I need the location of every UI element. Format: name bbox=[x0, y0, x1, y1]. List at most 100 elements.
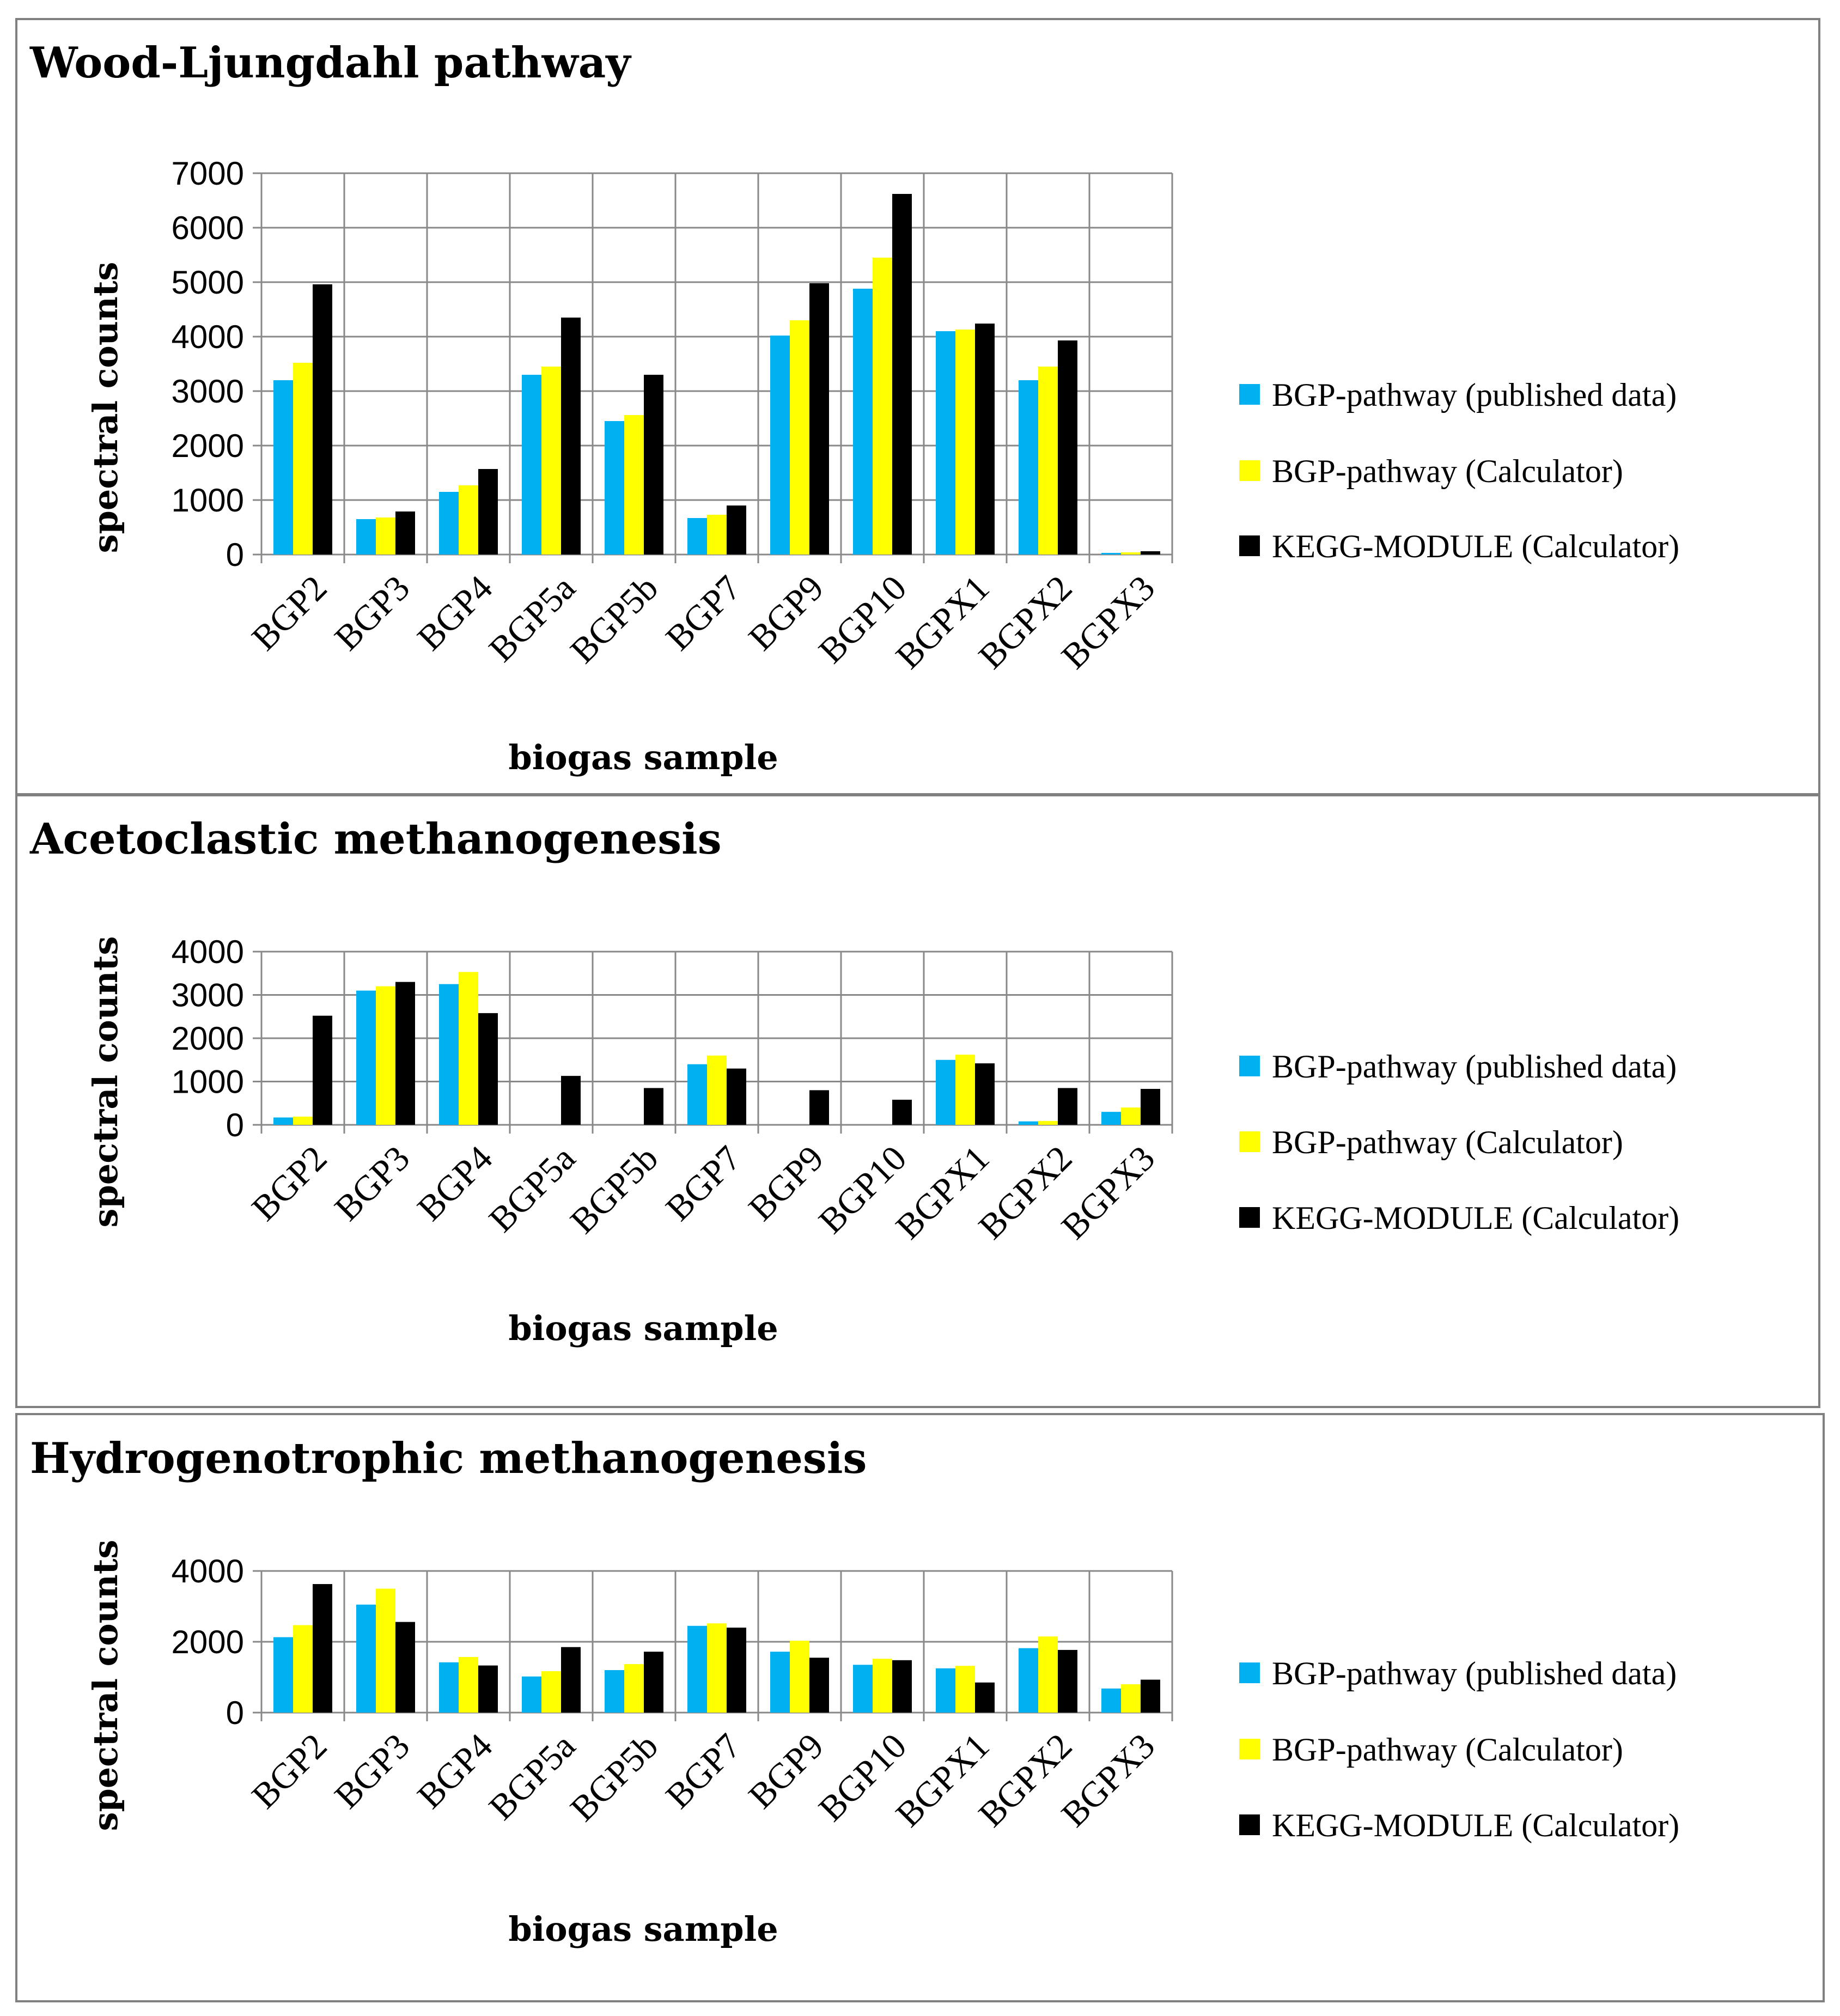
bar-BGP2-series-3 bbox=[313, 1015, 332, 1125]
bar-BGP3-series-1 bbox=[356, 1604, 376, 1713]
bar-BGP2-series-2 bbox=[293, 1116, 313, 1125]
bar-BGP9-series-1 bbox=[770, 336, 790, 555]
x-tick-label: BGP5b bbox=[563, 568, 666, 671]
bar-BGP4-series-1 bbox=[439, 492, 459, 555]
x-tick-label: BGPX3 bbox=[1054, 568, 1162, 677]
y-tick-label: 4000 bbox=[172, 934, 244, 970]
bar-BGP2-series-3 bbox=[313, 1584, 332, 1713]
bar-BGP9-series-2 bbox=[790, 320, 809, 555]
bar-BGPX1-series-2 bbox=[955, 1055, 975, 1125]
bar-BGPX2-series-2 bbox=[1038, 367, 1058, 555]
legend-label: BGP-pathway (published data) bbox=[1272, 377, 1677, 413]
legend-swatch bbox=[1239, 1662, 1260, 1683]
bar-BGP5b-series-2 bbox=[624, 415, 644, 555]
y-tick-label: 0 bbox=[226, 1107, 244, 1143]
bar-BGP5b-series-1 bbox=[605, 421, 624, 555]
x-axis-title: biogas sample bbox=[508, 1308, 778, 1348]
y-tick-label: 2000 bbox=[172, 428, 244, 464]
y-axis-title: spectral counts bbox=[86, 262, 125, 553]
y-tick-label: 2000 bbox=[172, 1624, 244, 1660]
bar-BGPX2-series-3 bbox=[1058, 1649, 1077, 1713]
bar-BGP7-series-3 bbox=[727, 1068, 746, 1125]
chart-panel-2: Acetoclastic methanogenesis 0 1000 2000 3000… bbox=[15, 793, 1820, 1408]
x-tick-label: BGP7 bbox=[659, 568, 749, 659]
bar-BGP5b-series-3 bbox=[644, 375, 663, 555]
bar-BGPX2-series-2 bbox=[1038, 1636, 1058, 1713]
y-tick-label: 3000 bbox=[172, 977, 244, 1014]
legend-label: BGP-pathway (Calculator) bbox=[1272, 1732, 1623, 1768]
bar-BGP7-series-1 bbox=[687, 1064, 707, 1125]
legend-swatch bbox=[1239, 460, 1260, 481]
x-tick-label: BGPX2 bbox=[971, 568, 1080, 677]
chart-panel-3: Hydrogenotrophic methanogenesis 0 2000 4000… bbox=[15, 1413, 1825, 2002]
bar-BGP7-series-2 bbox=[707, 515, 727, 555]
bar-BGP5a-series-2 bbox=[541, 367, 561, 555]
bar-BGP7-series-2 bbox=[707, 1623, 727, 1713]
bar-BGP3-series-2 bbox=[376, 517, 395, 555]
bar-BGP10-series-3 bbox=[892, 194, 912, 555]
bar-BGPX3-series-3 bbox=[1141, 1679, 1160, 1713]
legend-label: BGP-pathway (Calculator) bbox=[1272, 453, 1623, 489]
chart-title: Hydrogenotrophic methanogenesis bbox=[30, 1434, 867, 1483]
x-tick-label: BGP5b bbox=[563, 1138, 666, 1241]
bar-BGP9-series-3 bbox=[809, 283, 829, 555]
y-tick-label: 3000 bbox=[172, 373, 244, 410]
chart-title: Acetoclastic methanogenesis bbox=[29, 814, 722, 864]
x-tick-label: BGP7 bbox=[659, 1138, 749, 1229]
bar-BGPX3-series-3 bbox=[1141, 551, 1160, 555]
y-tick-label: 4000 bbox=[172, 319, 244, 355]
bar-BGPX2-series-3 bbox=[1058, 1088, 1077, 1125]
bar-BGP5a-series-3 bbox=[561, 1076, 581, 1125]
x-tick-label: BGPX2 bbox=[971, 1138, 1080, 1247]
bar-BGPX1-series-1 bbox=[936, 1668, 955, 1713]
bar-BGP9-series-3 bbox=[809, 1658, 829, 1713]
legend-swatch bbox=[1239, 1739, 1260, 1759]
chart-panel-1: Wood-Ljungdahl pathway 0 1000 2000 3000 4000 5… bbox=[15, 18, 1820, 796]
bar-BGPX3-series-2 bbox=[1121, 1107, 1141, 1125]
bar-BGP5b-series-3 bbox=[644, 1652, 663, 1713]
panel-border bbox=[15, 1413, 1825, 2002]
bar-BGPX2-series-1 bbox=[1019, 1121, 1038, 1125]
bar-BGP5b-series-3 bbox=[644, 1088, 663, 1125]
bar-BGP9-series-1 bbox=[770, 1652, 790, 1713]
legend-label: BGP-pathway (published data) bbox=[1272, 1049, 1677, 1085]
legend-swatch bbox=[1239, 1814, 1260, 1835]
legend-label: KEGG-MODULE (Calculator) bbox=[1272, 528, 1679, 564]
bar-BGP2-series-2 bbox=[293, 363, 313, 555]
x-tick-label: BGP7 bbox=[659, 1726, 749, 1817]
bar-BGP5b-series-1 bbox=[605, 1670, 624, 1713]
y-tick-label: 5000 bbox=[172, 264, 244, 301]
bar-BGP4-series-2 bbox=[459, 972, 478, 1125]
legend-label: BGP-pathway (published data) bbox=[1272, 1655, 1677, 1691]
legend-swatch bbox=[1239, 1056, 1260, 1076]
bar-BGP7-series-1 bbox=[687, 1625, 707, 1713]
bar-BGP5a-series-1 bbox=[522, 1676, 541, 1713]
bar-BGP5a-series-3 bbox=[561, 1647, 581, 1713]
legend: BGP-pathway (published data) BGP-pathway … bbox=[1239, 1655, 1679, 1843]
bar-BGP3-series-3 bbox=[395, 982, 415, 1125]
bar-BGP7-series-3 bbox=[727, 505, 746, 555]
x-tick-label: BGP2 bbox=[245, 1138, 335, 1229]
bar-BGPX2-series-1 bbox=[1019, 1648, 1038, 1713]
x-axis-title: biogas sample bbox=[508, 738, 778, 777]
bar-BGPX3-series-1 bbox=[1101, 1112, 1121, 1125]
y-tick-label: 0 bbox=[226, 537, 244, 573]
bar-BGPX3-series-1 bbox=[1101, 553, 1121, 555]
x-tick-label: BGP3 bbox=[327, 1726, 418, 1817]
bar-BGP5a-series-2 bbox=[541, 1671, 561, 1713]
bar-BGP7-series-3 bbox=[727, 1628, 746, 1713]
legend-swatch bbox=[1239, 535, 1260, 556]
bar-BGP10-series-2 bbox=[873, 258, 892, 555]
y-tick-label: 2000 bbox=[172, 1020, 244, 1057]
bar-BGP2-series-3 bbox=[313, 284, 332, 555]
legend: BGP-pathway (published data) BGP-pathway … bbox=[1239, 377, 1679, 564]
legend-swatch bbox=[1239, 1207, 1260, 1228]
bar-BGP10-series-1 bbox=[853, 1665, 873, 1713]
bar-BGP10-series-2 bbox=[873, 1659, 892, 1713]
y-tick-label: 1000 bbox=[172, 1064, 244, 1100]
x-tick-label: BGP5b bbox=[563, 1726, 666, 1829]
y-tick-label: 0 bbox=[226, 1695, 244, 1731]
bar-BGP7-series-1 bbox=[687, 518, 707, 555]
bar-BGP3-series-1 bbox=[356, 990, 376, 1125]
